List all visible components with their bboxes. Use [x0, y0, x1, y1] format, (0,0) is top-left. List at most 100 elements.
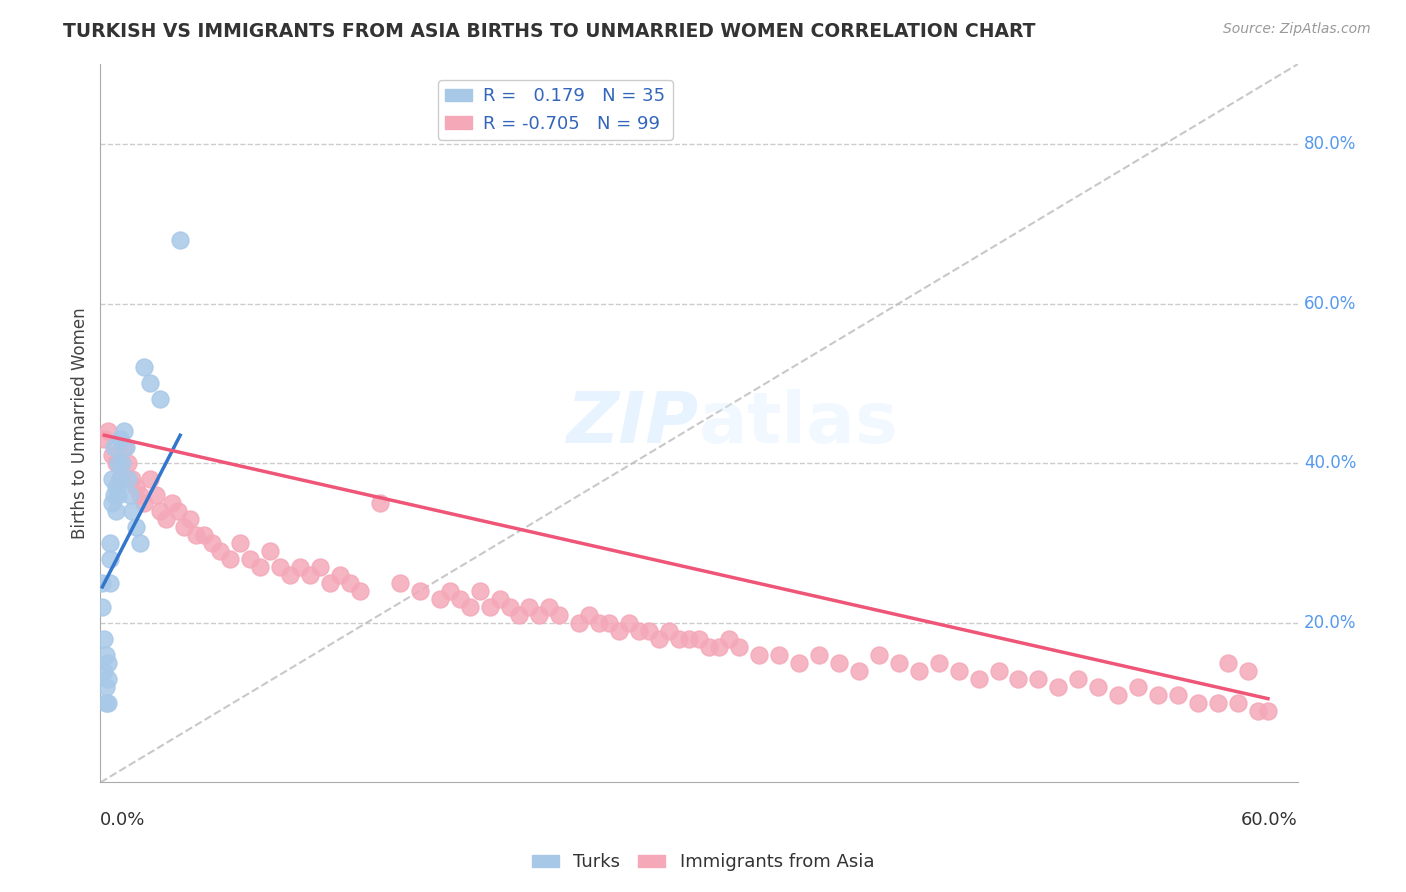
- Point: [91, 575, 114, 590]
- Point: [787, 656, 810, 670]
- Point: [728, 640, 751, 654]
- Point: [439, 583, 461, 598]
- Point: [868, 648, 890, 662]
- Point: [848, 664, 870, 678]
- Point: [105, 504, 128, 518]
- Point: [828, 656, 851, 670]
- Point: [96, 648, 118, 662]
- Point: [1147, 688, 1170, 702]
- Point: [209, 544, 232, 558]
- Text: atlas: atlas: [699, 389, 898, 458]
- Point: [519, 599, 541, 614]
- Point: [578, 607, 600, 622]
- Point: [1187, 696, 1209, 710]
- Point: [748, 648, 770, 662]
- Point: [707, 640, 730, 654]
- Point: [101, 448, 124, 462]
- Point: [139, 472, 162, 486]
- Point: [508, 607, 530, 622]
- Point: [93, 432, 115, 446]
- Point: [368, 496, 391, 510]
- Point: [628, 624, 651, 638]
- Point: [538, 599, 561, 614]
- Point: [112, 440, 135, 454]
- Point: [1128, 680, 1150, 694]
- Point: [658, 624, 681, 638]
- Point: [449, 591, 471, 606]
- Point: [429, 591, 451, 606]
- Point: [498, 599, 520, 614]
- Point: [149, 392, 172, 407]
- Point: [98, 536, 121, 550]
- Text: 60.0%: 60.0%: [1303, 294, 1357, 312]
- Point: [249, 560, 271, 574]
- Point: [638, 624, 661, 638]
- Point: [193, 528, 215, 542]
- Point: [91, 599, 114, 614]
- Point: [488, 591, 510, 606]
- Point: [568, 615, 591, 630]
- Point: [1237, 664, 1260, 678]
- Point: [1028, 672, 1050, 686]
- Point: [907, 664, 929, 678]
- Point: [101, 496, 124, 510]
- Point: [169, 233, 191, 247]
- Point: [117, 456, 139, 470]
- Point: [149, 504, 172, 518]
- Point: [309, 560, 332, 574]
- Point: [155, 512, 177, 526]
- Point: [278, 568, 301, 582]
- Text: 80.0%: 80.0%: [1303, 135, 1357, 153]
- Point: [607, 624, 630, 638]
- Point: [1007, 672, 1029, 686]
- Point: [319, 575, 342, 590]
- Point: [110, 472, 132, 486]
- Point: [97, 424, 120, 438]
- Point: [458, 599, 481, 614]
- Text: TURKISH VS IMMIGRANTS FROM ASIA BIRTHS TO UNMARRIED WOMEN CORRELATION CHART: TURKISH VS IMMIGRANTS FROM ASIA BIRTHS T…: [63, 22, 1036, 41]
- Point: [112, 424, 135, 438]
- Point: [120, 488, 142, 502]
- Point: [688, 632, 710, 646]
- Point: [1107, 688, 1129, 702]
- Point: [110, 472, 132, 486]
- Text: 40.0%: 40.0%: [1303, 454, 1357, 472]
- Point: [1047, 680, 1070, 694]
- Point: [1167, 688, 1189, 702]
- Point: [478, 599, 501, 614]
- Point: [329, 568, 352, 582]
- Point: [598, 615, 620, 630]
- Point: [115, 440, 138, 454]
- Point: [173, 520, 195, 534]
- Legend: R =   0.179   N = 35, R = -0.705   N = 99: R = 0.179 N = 35, R = -0.705 N = 99: [439, 80, 672, 140]
- Point: [1257, 704, 1279, 718]
- Point: [121, 504, 143, 518]
- Point: [98, 552, 121, 566]
- Point: [967, 672, 990, 686]
- Point: [987, 664, 1010, 678]
- Point: [110, 432, 132, 446]
- Point: [339, 575, 361, 590]
- Point: [97, 696, 120, 710]
- Point: [468, 583, 491, 598]
- Point: [1247, 704, 1270, 718]
- Point: [678, 632, 700, 646]
- Point: [588, 615, 610, 630]
- Point: [1227, 696, 1250, 710]
- Point: [97, 672, 120, 686]
- Point: [93, 664, 115, 678]
- Point: [718, 632, 741, 646]
- Point: [101, 472, 124, 486]
- Point: [93, 632, 115, 646]
- Point: [1216, 656, 1239, 670]
- Point: [121, 472, 143, 486]
- Point: [98, 575, 121, 590]
- Point: [117, 472, 139, 486]
- Point: [259, 544, 281, 558]
- Point: [201, 536, 224, 550]
- Text: 20.0%: 20.0%: [1303, 614, 1357, 632]
- Point: [105, 480, 128, 494]
- Point: [103, 440, 125, 454]
- Text: ZIP: ZIP: [567, 389, 699, 458]
- Point: [160, 496, 183, 510]
